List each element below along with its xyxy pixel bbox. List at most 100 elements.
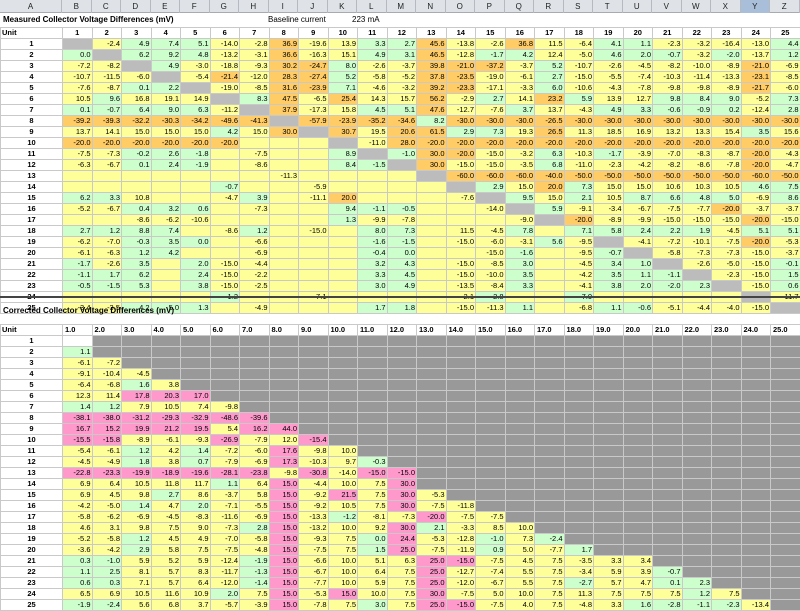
measured-cell[interactable]: 8.2 (416, 115, 447, 127)
measured-cell[interactable] (357, 170, 388, 182)
measured-cell[interactable]: -23.9 (298, 82, 329, 94)
column-letter-m[interactable]: M (387, 0, 416, 13)
measured-cell[interactable]: 15.0 (622, 181, 653, 193)
empty-cell[interactable] (357, 335, 388, 347)
corrected-col-header[interactable]: 19.0 (593, 324, 624, 336)
corrected-cell[interactable]: 7.5 (386, 588, 417, 600)
measured-col-header[interactable]: 11 (357, 27, 388, 39)
measured-cell[interactable]: -40.0 (534, 170, 565, 182)
measured-cell[interactable]: -0.7 (209, 181, 240, 193)
corrected-cell[interactable]: -11.9 (445, 544, 476, 556)
measured-cell[interactable]: 9.6 (91, 93, 122, 105)
empty-cell[interactable] (534, 412, 565, 424)
measured-cell[interactable]: 4.8 (681, 192, 712, 204)
measured-cell[interactable]: -0.6 (652, 104, 683, 116)
empty-cell[interactable] (386, 401, 417, 413)
empty-cell[interactable] (445, 401, 476, 413)
measured-cell[interactable]: 15.0 (180, 126, 211, 138)
empty-cell[interactable] (681, 368, 712, 380)
measured-cell[interactable]: 36.9 (268, 38, 299, 50)
measured-cell[interactable] (150, 269, 181, 281)
measured-cell[interactable]: -7.5 (239, 148, 270, 160)
empty-cell[interactable] (298, 346, 329, 358)
unit-number[interactable]: 13 (0, 170, 63, 182)
corrected-cell[interactable]: 7.4 (180, 401, 211, 413)
measured-cell[interactable]: 2.7 (475, 93, 506, 105)
measured-cell[interactable] (268, 214, 299, 226)
corrected-cell[interactable]: 3.8 (150, 379, 181, 391)
corrected-cell[interactable]: 6.4 (239, 478, 270, 490)
unit-number[interactable]: 10 (0, 434, 63, 446)
measured-cell[interactable] (386, 159, 417, 171)
empty-cell[interactable] (298, 368, 329, 380)
empty-cell[interactable] (563, 412, 594, 424)
empty-cell[interactable] (475, 445, 506, 457)
corrected-cell[interactable]: 7.5 (534, 577, 565, 589)
empty-cell[interactable] (652, 445, 683, 457)
corrected-cell[interactable]: 17.3 (268, 456, 299, 468)
measured-cell[interactable]: 4.3 (386, 258, 417, 270)
corrected-cell[interactable]: 5.0 (504, 544, 535, 556)
measured-cell[interactable]: -30.0 (711, 115, 742, 127)
measured-cell[interactable] (327, 236, 358, 248)
corrected-cell[interactable]: 17.0 (180, 390, 211, 402)
corrected-cell[interactable]: 15.0 (268, 588, 299, 600)
measured-cell[interactable]: -15.0 (681, 214, 712, 226)
measured-cell[interactable]: 11.5 (445, 225, 476, 237)
measured-cell[interactable]: 10.6 (652, 181, 683, 193)
measured-cell[interactable]: -10.6 (563, 82, 594, 94)
empty-cell[interactable] (711, 357, 742, 369)
corrected-cell[interactable]: -6.7 (298, 566, 329, 578)
measured-cell[interactable]: -6.7 (622, 203, 653, 215)
empty-cell[interactable] (711, 555, 742, 567)
empty-cell[interactable] (681, 456, 712, 468)
column-letter-x[interactable]: X (711, 0, 741, 13)
corrected-cell[interactable]: -5.8 (62, 511, 93, 523)
corrected-col-header[interactable]: 22.0 (681, 324, 712, 336)
measured-cell[interactable]: -23.5 (445, 71, 476, 83)
measured-cell[interactable] (681, 269, 712, 281)
empty-cell[interactable] (416, 445, 447, 457)
empty-cell[interactable] (327, 368, 358, 380)
empty-cell[interactable] (386, 434, 417, 446)
measured-cell[interactable]: -7.3 (91, 148, 122, 160)
measured-cell[interactable] (121, 60, 152, 72)
empty-cell[interactable] (504, 434, 535, 446)
empty-cell[interactable] (681, 467, 712, 479)
corrected-cell[interactable]: -9.2 (298, 500, 329, 512)
empty-cell[interactable] (711, 401, 742, 413)
corrected-cell[interactable]: 12.3 (62, 390, 93, 402)
corrected-cell[interactable]: 15.0 (268, 533, 299, 545)
measured-cell[interactable]: 1.9 (681, 225, 712, 237)
empty-cell[interactable] (386, 379, 417, 391)
corrected-cell[interactable]: 20.3 (150, 390, 181, 402)
empty-cell[interactable] (711, 412, 742, 424)
corrected-cell[interactable]: -15.0 (445, 555, 476, 567)
measured-cell[interactable]: 1.2 (91, 225, 122, 237)
corrected-cell[interactable]: -7.7 (534, 544, 565, 556)
measured-cell[interactable]: -34.2 (180, 115, 211, 127)
unit-number[interactable]: 13 (0, 467, 63, 479)
measured-cell[interactable]: -11.2 (209, 104, 240, 116)
corrected-cell[interactable]: 6.4 (91, 478, 122, 490)
measured-cell[interactable]: -8.6 (209, 225, 240, 237)
corrected-cell[interactable]: -6.0 (239, 445, 270, 457)
empty-cell[interactable] (622, 423, 653, 435)
measured-cell[interactable] (268, 203, 299, 215)
empty-cell[interactable] (386, 412, 417, 424)
measured-cell[interactable]: 0.0 (386, 247, 417, 259)
empty-cell[interactable] (475, 368, 506, 380)
corrected-cell[interactable]: 1.4 (62, 401, 93, 413)
empty-cell[interactable] (770, 390, 800, 402)
unit-number[interactable]: 25 (0, 599, 63, 611)
corrected-cell[interactable]: -5.8 (91, 533, 122, 545)
measured-cell[interactable]: -20.0 (504, 137, 535, 149)
empty-cell[interactable] (357, 346, 388, 358)
unit-number[interactable]: 18 (0, 225, 63, 237)
measured-cell[interactable]: -20.0 (121, 137, 152, 149)
measured-cell[interactable]: 2.7 (386, 38, 417, 50)
corrected-col-header[interactable]: 3.0 (121, 324, 152, 336)
measured-cell[interactable]: -10.7 (563, 60, 594, 72)
corrected-cell[interactable]: 1.6 (622, 599, 653, 611)
column-letter-g[interactable]: G (210, 0, 239, 13)
